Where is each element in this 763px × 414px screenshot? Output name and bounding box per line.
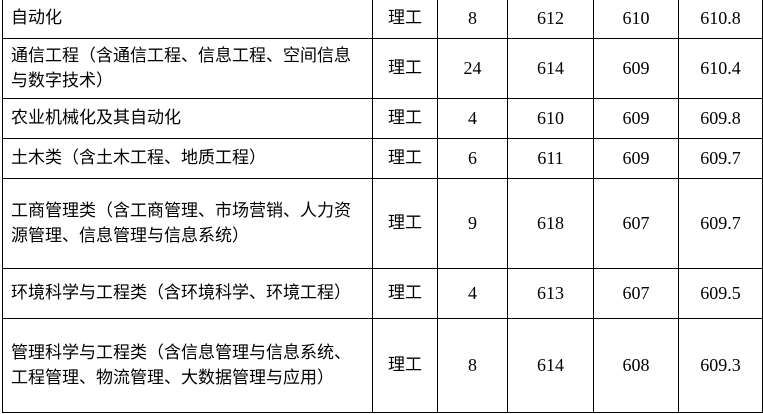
cell-max: 613 xyxy=(507,268,594,319)
cell-count: 6 xyxy=(437,138,508,179)
cell-avg: 609.5 xyxy=(678,268,763,319)
table-row: 通信工程（含通信工程、信息工程、空间信息与数字技术） 理工 24 614 609 610.… xyxy=(2,38,763,99)
cell-major: 管理科学与工程类（含信息管理与信息系统、工程管理、物流管理、大数据管理与应用） xyxy=(2,318,373,413)
cell-max: 614 xyxy=(507,38,594,99)
cell-max: 618 xyxy=(507,178,594,269)
cell-major: 农业机械化及其自动化 xyxy=(2,98,373,139)
cell-max: 612 xyxy=(507,0,594,39)
cell-count: 4 xyxy=(437,268,508,319)
cell-category: 理工 xyxy=(372,318,438,413)
cell-min: 609 xyxy=(593,38,679,99)
cell-min: 609 xyxy=(593,98,679,139)
cell-count: 8 xyxy=(437,0,508,39)
cell-avg: 609.7 xyxy=(678,138,763,179)
cell-avg: 609.3 xyxy=(678,318,763,413)
table-row: 农业机械化及其自动化 理工 4 610 609 609.8 xyxy=(2,98,763,139)
cell-major: 土木类（含土木工程、地质工程） xyxy=(2,138,373,179)
cell-min: 608 xyxy=(593,318,679,413)
cell-max: 610 xyxy=(507,98,594,139)
cell-major: 通信工程（含通信工程、信息工程、空间信息与数字技术） xyxy=(2,38,373,99)
cell-count: 8 xyxy=(437,318,508,413)
cell-count: 9 xyxy=(437,178,508,269)
cell-avg: 610.8 xyxy=(678,0,763,39)
cell-category: 理工 xyxy=(372,268,438,319)
table-row: 自动化 理工 8 612 610 610.8 xyxy=(2,0,763,39)
cell-min: 607 xyxy=(593,268,679,319)
cell-max: 611 xyxy=(507,138,594,179)
cell-avg: 609.7 xyxy=(678,178,763,269)
cell-min: 609 xyxy=(593,138,679,179)
cell-category: 理工 xyxy=(372,98,438,139)
cell-min: 610 xyxy=(593,0,679,39)
cell-category: 理工 xyxy=(372,138,438,179)
cell-count: 24 xyxy=(437,38,508,99)
table-row: 环境科学与工程类（含环境科学、环境工程） 理工 4 613 607 609.5 xyxy=(2,268,763,319)
cell-min: 607 xyxy=(593,178,679,269)
table-row: 土木类（含土木工程、地质工程） 理工 6 611 609 609.7 xyxy=(2,138,763,179)
cell-major: 工商管理类（含工商管理、市场营销、人力资源管理、信息管理与信息系统） xyxy=(2,178,373,269)
table-row: 管理科学与工程类（含信息管理与信息系统、工程管理、物流管理、大数据管理与应用）理… xyxy=(2,318,763,413)
cell-category: 理工 xyxy=(372,0,438,39)
cell-count: 4 xyxy=(437,98,508,139)
cell-category: 理工 xyxy=(372,38,438,99)
cell-max: 614 xyxy=(507,318,594,413)
table-row: 工商管理类（含工商管理、市场营销、人力资源管理、信息管理与信息系统） 理工 9 618… xyxy=(2,178,763,269)
cell-major: 环境科学与工程类（含环境科学、环境工程） xyxy=(2,268,373,319)
cell-category: 理工 xyxy=(372,178,438,269)
cell-avg: 609.8 xyxy=(678,98,763,139)
cell-avg: 610.4 xyxy=(678,38,763,99)
cell-major: 自动化 xyxy=(2,0,373,39)
